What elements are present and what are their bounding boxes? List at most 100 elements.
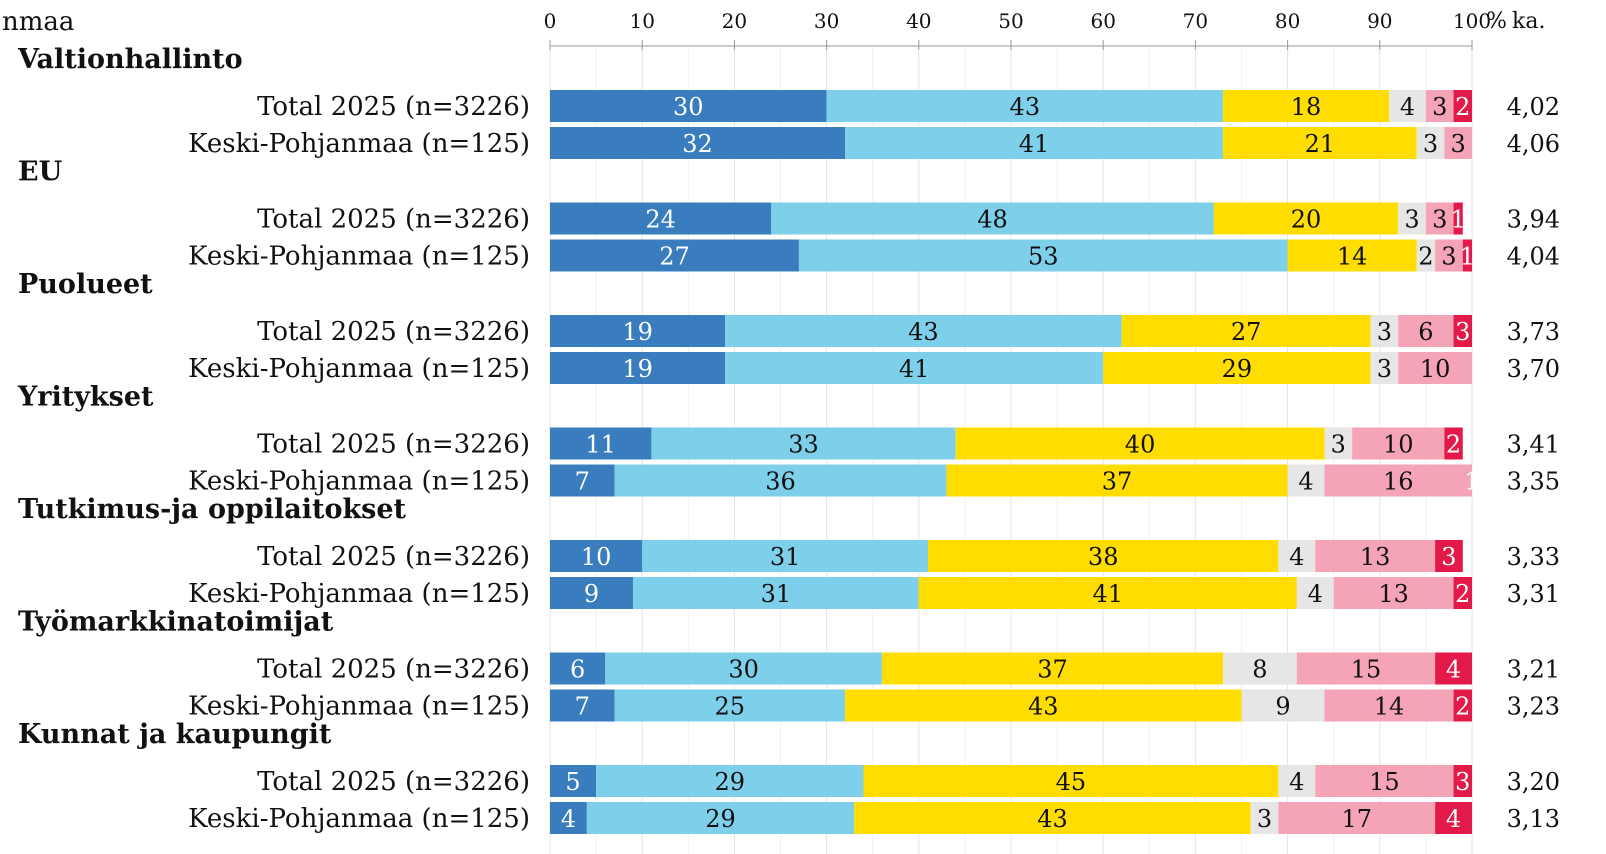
segment-label: 27 xyxy=(659,243,690,271)
bar-segment xyxy=(1462,239,1472,272)
bar-segment xyxy=(1398,315,1454,347)
bar-segment xyxy=(550,239,799,272)
segment-label: 41 xyxy=(899,355,930,383)
segment-label: 14 xyxy=(1374,693,1405,721)
segment-label: 4 xyxy=(1446,656,1461,684)
average-value: 3,94 xyxy=(1507,206,1560,234)
corner-text: nmaa xyxy=(2,7,74,37)
bar-segment xyxy=(1278,765,1316,797)
average-value: 3,23 xyxy=(1507,693,1560,721)
average-value: 3,41 xyxy=(1507,431,1560,459)
avg-header: ka. xyxy=(1512,9,1545,34)
bar-segment xyxy=(550,427,652,460)
group-title: Puolueet xyxy=(18,269,153,300)
segment-label: 1 xyxy=(1451,206,1466,234)
segment-label: 16 xyxy=(1383,468,1414,496)
average-value: 3,35 xyxy=(1507,468,1560,496)
segment-label: 29 xyxy=(1222,355,1253,383)
segment-label: 24 xyxy=(645,206,676,234)
row-label: Keski-Pohjanmaa (n=125) xyxy=(188,354,530,384)
segment-label: 53 xyxy=(1028,243,1059,271)
segment-label: 4 xyxy=(1308,580,1323,608)
tick-label: 20 xyxy=(722,9,747,33)
bar-segment xyxy=(1398,352,1472,384)
bar-segment xyxy=(642,540,929,572)
segment-label: 2 xyxy=(1446,431,1461,459)
average-value: 3,31 xyxy=(1507,580,1560,608)
bar-segment xyxy=(550,127,846,159)
bar-segment xyxy=(550,540,643,572)
row-label: Total 2025 (n=3226) xyxy=(257,542,530,572)
segment-label: 3 xyxy=(1377,318,1392,346)
segment-label: 14 xyxy=(1337,243,1368,271)
bar-segment xyxy=(1425,90,1454,122)
segment-label: 4 xyxy=(1289,768,1304,796)
segment-label: 3 xyxy=(1451,130,1466,158)
bar-segment xyxy=(1223,90,1390,122)
segment-label: 30 xyxy=(673,93,704,121)
segment-label: 3 xyxy=(1257,805,1272,833)
segment-label: 41 xyxy=(1093,580,1124,608)
bar-segment xyxy=(1315,540,1436,572)
bar-segment xyxy=(614,689,846,722)
tick-label: 30 xyxy=(814,9,839,33)
bar-segment xyxy=(550,464,615,497)
segment-label: 29 xyxy=(705,805,736,833)
bar-segment xyxy=(550,90,827,122)
row-label: Total 2025 (n=3226) xyxy=(257,767,530,797)
segment-label: 3 xyxy=(1432,206,1447,234)
bar-segment xyxy=(1398,202,1426,235)
group-title: EU xyxy=(18,157,62,188)
row-label: Keski-Pohjanmaa (n=125) xyxy=(188,579,530,609)
group-title: Työmarkkinatoimijat xyxy=(18,607,334,638)
bar-segment xyxy=(550,315,726,347)
average-value: 3,20 xyxy=(1507,768,1560,796)
segment-label: 27 xyxy=(1231,318,1262,346)
segment-label: 10 xyxy=(1420,355,1451,383)
bar-segment xyxy=(1370,315,1399,347)
segment-label: 13 xyxy=(1360,543,1391,571)
bar-segment xyxy=(1324,464,1472,497)
bar-segment xyxy=(1121,315,1371,347)
bar-segment xyxy=(1250,802,1279,834)
row-label: Keski-Pohjanmaa (n=125) xyxy=(188,242,530,272)
row-label: Total 2025 (n=3226) xyxy=(257,205,530,235)
bar-segment xyxy=(1278,802,1436,834)
segment-label: 4 xyxy=(1400,93,1415,121)
segment-label: 15 xyxy=(1351,656,1382,684)
segment-label: 29 xyxy=(715,768,746,796)
bar-segment xyxy=(1213,202,1399,235)
segment-label: 13 xyxy=(1378,580,1409,608)
bar-segment xyxy=(928,540,1279,572)
bar-segment xyxy=(1453,90,1472,122)
average-value: 3,13 xyxy=(1507,805,1560,833)
segment-label: 41 xyxy=(1019,130,1050,158)
bar-segment xyxy=(845,689,1242,722)
average-value: 3,73 xyxy=(1507,318,1560,346)
bar-segment xyxy=(1352,427,1445,460)
bar-segment xyxy=(1416,239,1436,272)
segment-label: 2 xyxy=(1455,693,1470,721)
bar-segment xyxy=(1435,802,1472,834)
tick-label: 90 xyxy=(1367,9,1392,33)
bar-segment xyxy=(1333,577,1454,609)
segment-label: 4 xyxy=(1298,468,1313,496)
segment-label: 7 xyxy=(575,693,590,721)
bar-segment xyxy=(1453,577,1472,609)
percent-label: % xyxy=(1486,9,1507,34)
x-axis: 0 10 20 30 40 50 60 70 80 90 100 xyxy=(544,9,1491,50)
bar-segment xyxy=(1453,315,1472,347)
bar-segment xyxy=(550,202,772,235)
segment-label: 2 xyxy=(1455,580,1470,608)
average-value: 4,04 xyxy=(1507,243,1560,271)
tick-label: 100 xyxy=(1453,9,1491,33)
segment-label: 10 xyxy=(1383,431,1414,459)
segment-label: 21 xyxy=(1305,130,1336,158)
row-label: Total 2025 (n=3226) xyxy=(257,655,530,685)
average-value: 3,70 xyxy=(1507,355,1560,383)
segment-label: 6 xyxy=(1418,318,1433,346)
bar-segment xyxy=(1389,90,1426,122)
bar-segment xyxy=(918,577,1297,609)
segment-label: 19 xyxy=(622,355,653,383)
